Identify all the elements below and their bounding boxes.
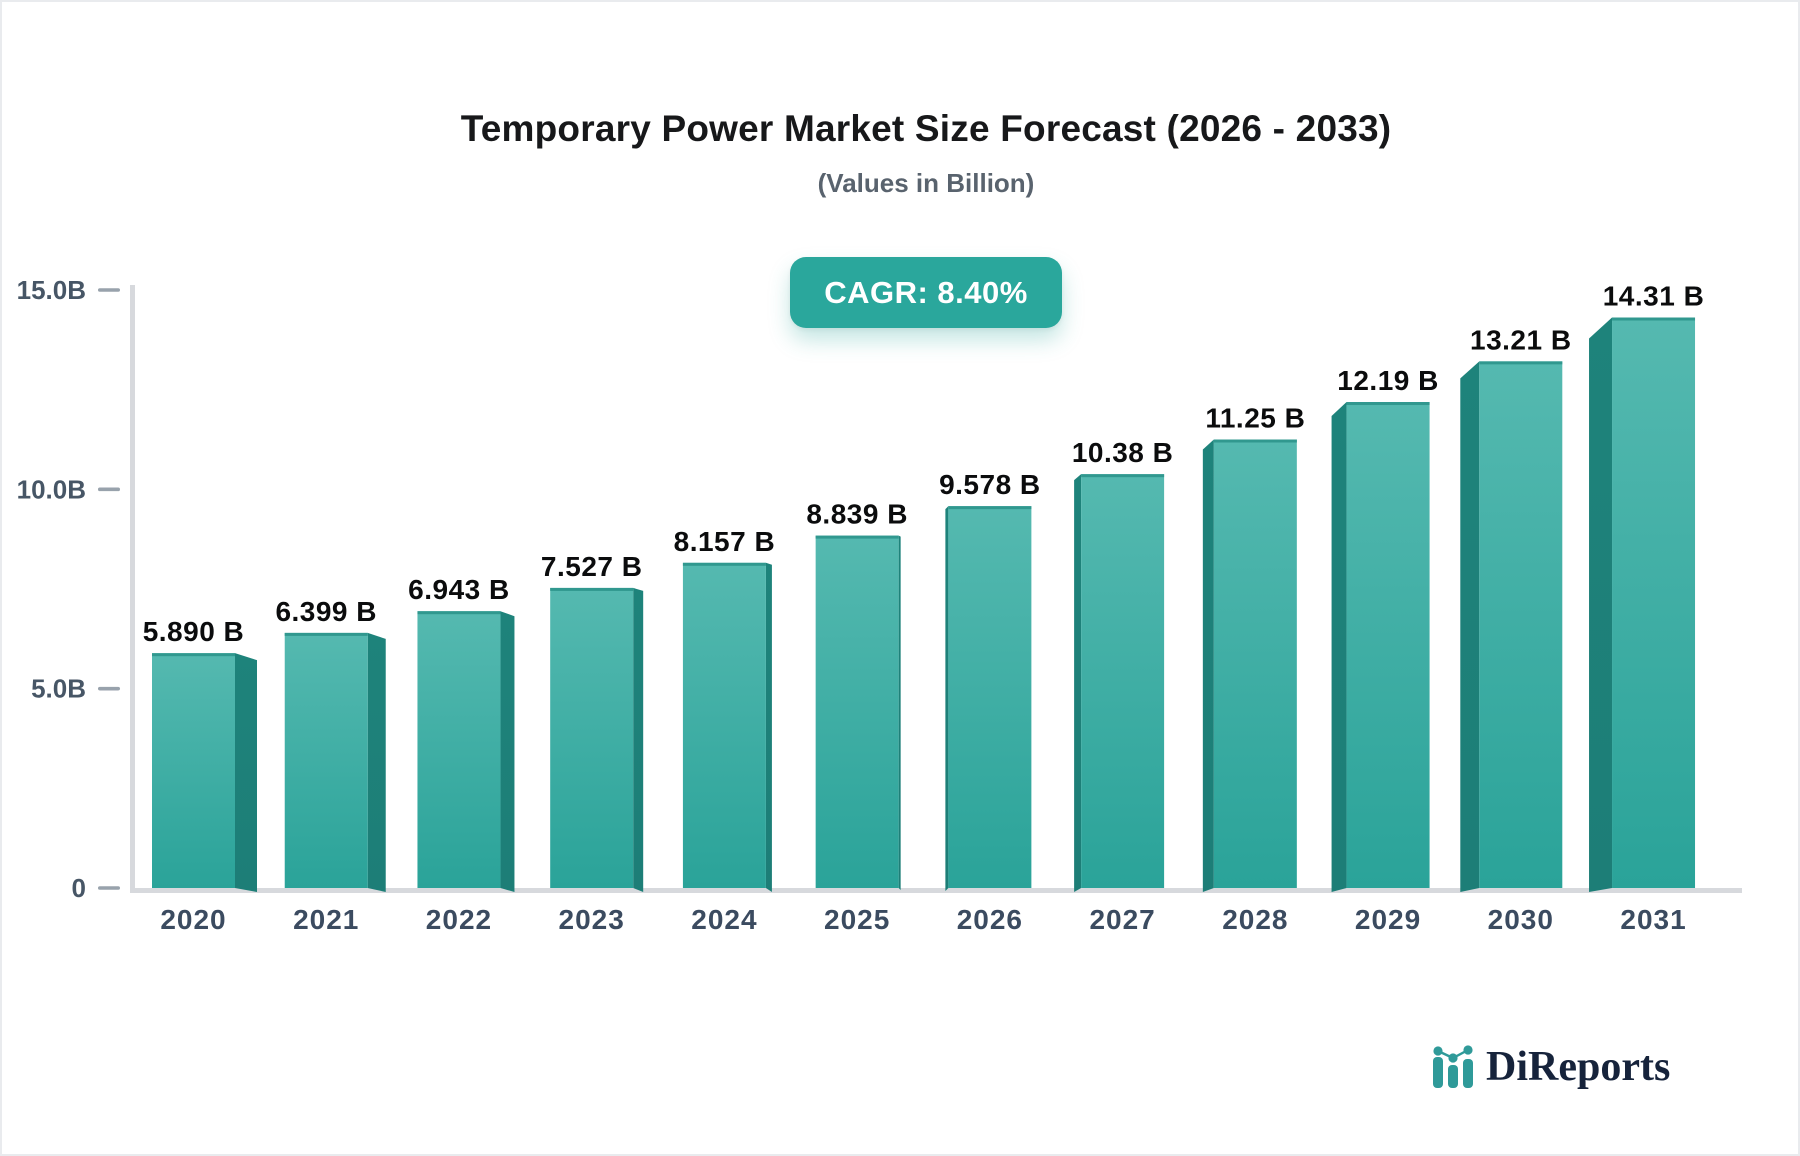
bar-value-label: 10.38 B [1072, 437, 1174, 468]
bar-side-face [1074, 474, 1082, 892]
bar-top-edge [1081, 474, 1165, 478]
bar-front-face [1081, 474, 1165, 888]
bar-front-face [1479, 361, 1563, 888]
bar-top-edge [815, 535, 899, 539]
bars-layer [152, 317, 1696, 893]
chart-subtitle: (Values in Billion) [817, 168, 1035, 198]
bar-2031[interactable] [1589, 317, 1696, 892]
x-axis-label: 2024 [691, 904, 757, 935]
bar-front-face [815, 535, 899, 888]
x-axis-line [130, 888, 1742, 893]
bar-top-edge [550, 587, 634, 591]
bar-value-label: 13.21 B [1470, 324, 1572, 355]
bar-2022[interactable] [417, 611, 515, 892]
y-axis-line [130, 285, 135, 893]
bar-front-face [1213, 439, 1297, 888]
x-axis-label: 2023 [559, 904, 625, 935]
bar-top-edge [1213, 439, 1297, 443]
direports-logo: DiReports [1430, 1038, 1670, 1090]
direports-logo-icon [1433, 1045, 1473, 1088]
x-axis-label: 2029 [1355, 904, 1421, 935]
bar-2026[interactable] [945, 506, 1032, 891]
x-axis-label: 2026 [957, 904, 1023, 935]
y-axis-label: 0 [72, 873, 86, 903]
bar-value-label: 6.399 B [275, 596, 377, 627]
y-axis-label: 15.0B [17, 275, 86, 305]
bar-front-face [550, 587, 634, 888]
bar-2020[interactable] [152, 653, 257, 892]
bar-side-face [1589, 317, 1613, 892]
y-axis-tick [98, 487, 120, 492]
bar-2028[interactable] [1202, 439, 1297, 893]
bar-value-label: 9.578 B [939, 469, 1041, 500]
bar-front-face [284, 632, 368, 888]
direports-logo-text: DiReports [1486, 1044, 1671, 1090]
bar-value-label: 8.157 B [674, 526, 776, 557]
bar-2030[interactable] [1460, 361, 1563, 892]
bar-top-edge [682, 562, 766, 566]
bar-top-edge [152, 653, 235, 657]
axis-layer: 15.0B 10.0B 5.0B 0 [17, 275, 1742, 903]
x-axis-label: 2031 [1620, 904, 1686, 935]
bar-side-face [1331, 402, 1347, 892]
x-axis-label: 2025 [824, 904, 890, 935]
chart-title: Temporary Power Market Size Forecast (20… [460, 108, 1392, 149]
bar-top-edge [948, 506, 1032, 510]
y-axis-tick [98, 886, 120, 890]
x-axis-label: 2021 [293, 904, 359, 935]
bar-front-face [948, 506, 1032, 888]
bar-front-face [417, 611, 501, 888]
bar-value-label: 14.31 B [1603, 281, 1705, 312]
x-axis-label: 2020 [160, 904, 226, 935]
bar-top-edge [1479, 361, 1563, 365]
x-axis-label: 2027 [1089, 904, 1155, 935]
bar-value-label: 5.890 B [143, 616, 245, 647]
bar-side-face [1460, 361, 1480, 892]
bar-front-face [152, 653, 235, 888]
bar-side-face [1202, 439, 1214, 892]
bar-2023[interactable] [550, 587, 644, 892]
bar-front-face [1346, 402, 1430, 888]
x-axis-label: 2030 [1488, 904, 1554, 935]
bar-side-face [945, 506, 949, 891]
bar-value-label: 8.839 B [806, 499, 908, 530]
y-axis-label: 5.0B [31, 674, 86, 704]
bar-2029[interactable] [1331, 402, 1430, 892]
bar-value-label: 6.943 B [408, 574, 510, 605]
bar-value-label: 11.25 B [1205, 403, 1305, 434]
x-axis-label: 2022 [426, 904, 492, 935]
bar-side-face [235, 653, 257, 892]
y-axis-label: 10.0B [17, 474, 86, 504]
bar-side-face [765, 562, 772, 892]
bar-top-edge [417, 611, 501, 615]
cagr-badge-label: CAGR: 8.40% [824, 274, 1028, 310]
bar-side-face [367, 632, 386, 892]
bar-side-face [633, 587, 644, 892]
bar-front-face [682, 562, 766, 888]
bar-2021[interactable] [284, 632, 386, 892]
bar-top-edge [1612, 317, 1696, 321]
bar-top-edge [284, 632, 368, 636]
bar-side-face [500, 611, 515, 892]
bar-2025[interactable] [815, 535, 901, 890]
labels-layer: 5.890 B 2020 6.399 B 2021 6.943 B 2022 7.527 B… [143, 281, 1705, 935]
bar-top-edge [1346, 402, 1430, 406]
bar-value-label: 7.527 B [541, 551, 643, 582]
y-axis-tick [98, 288, 120, 292]
x-axis-label: 2028 [1222, 904, 1288, 935]
bar-side-face [898, 535, 901, 890]
bar-value-label: 12.19 B [1337, 365, 1439, 396]
bar-front-face [1612, 317, 1696, 888]
y-axis-tick [98, 686, 120, 691]
bar-2024[interactable] [682, 562, 772, 892]
bar-2027[interactable] [1074, 474, 1165, 892]
cagr-badge: CAGR: 8.40% [790, 257, 1062, 328]
